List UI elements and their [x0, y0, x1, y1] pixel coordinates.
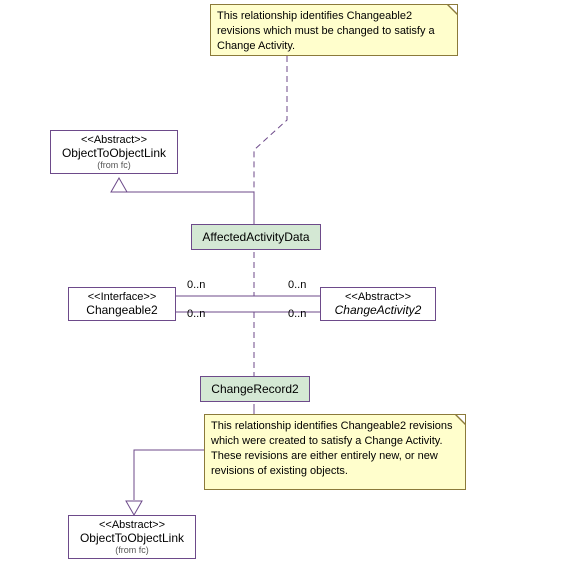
note-bottom-text: This relationship identifies Changeable2…	[211, 420, 453, 477]
class-name: ObjectToObjectLink	[75, 531, 189, 545]
multiplicity-bot-right: 0..n	[288, 308, 306, 320]
assoc-class-changerecord2: ChangeRecord2	[200, 376, 310, 402]
note-top: This relationship identifies Changeable2…	[210, 4, 458, 56]
stereotype: <<Abstract>>	[327, 291, 429, 303]
stereotype: <<Abstract>>	[75, 519, 189, 531]
class-from: (from fc)	[75, 545, 189, 555]
class-from: (from fc)	[57, 160, 171, 170]
stereotype: <<Interface>>	[75, 291, 169, 303]
note-bottom: This relationship identifies Changeable2…	[204, 414, 466, 490]
multiplicity-top-right: 0..n	[288, 279, 306, 291]
assoc-class-name: AffectedActivityData	[198, 230, 314, 244]
class-name: ChangeActivity2	[327, 303, 429, 317]
assoc-class-affectedactivitydata: AffectedActivityData	[191, 224, 321, 250]
note-top-text: This relationship identifies Changeable2…	[217, 10, 435, 52]
multiplicity-bot-left: 0..n	[187, 308, 205, 320]
assoc-class-name: ChangeRecord2	[207, 382, 303, 396]
class-objecttoobjectlink-top: <<Abstract>> ObjectToObjectLink (from fc…	[50, 130, 178, 174]
class-objecttoobjectlink-bottom: <<Abstract>> ObjectToObjectLink (from fc…	[68, 515, 196, 559]
class-name: ObjectToObjectLink	[57, 146, 171, 160]
class-changeactivity2: <<Abstract>> ChangeActivity2	[320, 287, 436, 321]
class-changeable2: <<Interface>> Changeable2	[68, 287, 176, 321]
stereotype: <<Abstract>>	[57, 134, 171, 146]
class-name: Changeable2	[75, 303, 169, 317]
multiplicity-top-left: 0..n	[187, 279, 205, 291]
